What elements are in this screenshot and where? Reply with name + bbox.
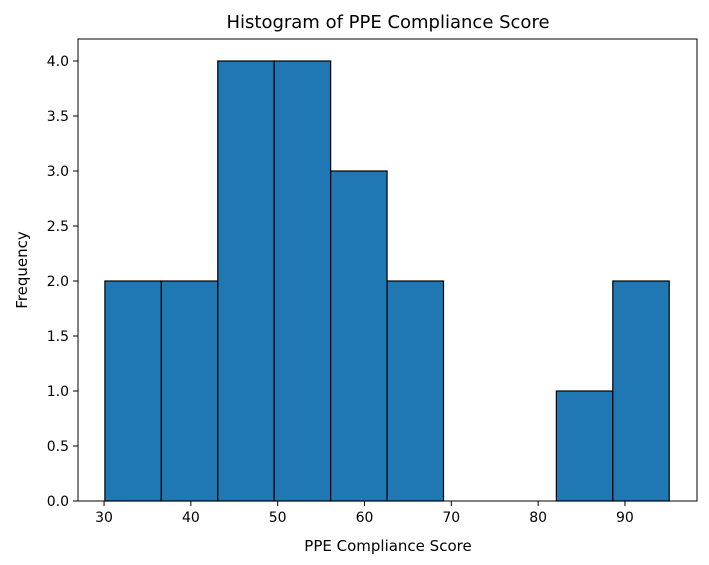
- x-tick-label: 90: [616, 510, 634, 526]
- histogram-bar: [386, 280, 445, 502]
- histogram-bar: [612, 280, 670, 502]
- histogram-bar: [555, 390, 614, 502]
- x-tick-label: 80: [529, 510, 547, 526]
- x-axis-title: PPE Compliance Score: [304, 537, 471, 555]
- x-tick-label: 70: [442, 510, 460, 526]
- y-tick-label: 1.0: [47, 384, 69, 400]
- chart-title: Histogram of PPE Compliance Score: [226, 12, 549, 33]
- histogram-bar: [104, 280, 162, 502]
- x-tick-label: 40: [182, 510, 200, 526]
- y-tick-label: 1.5: [47, 329, 69, 345]
- y-tick-label: 3.5: [47, 109, 69, 125]
- y-tick-label: 3.0: [47, 164, 69, 180]
- x-tick-label: 50: [269, 510, 287, 526]
- y-tick-label: 0.0: [47, 494, 69, 510]
- y-tick-label: 4.0: [47, 54, 69, 70]
- histogram-bar: [160, 280, 219, 502]
- histogram-bars: [104, 60, 670, 502]
- histogram-bar: [217, 60, 275, 502]
- y-axis-ticks: 0.0 0.5 1.0 1.5 2.0 2.5 3.0 3.5 4.0: [47, 54, 78, 510]
- plot-frame: [77, 38, 698, 502]
- y-tick-label: 2.5: [47, 219, 69, 235]
- x-tick-label: 30: [95, 510, 113, 526]
- y-tick-label: 2.0: [47, 274, 69, 290]
- histogram-bar: [273, 60, 332, 502]
- x-tick-label: 60: [356, 510, 374, 526]
- y-axis-title: Frequency: [13, 231, 31, 309]
- x-axis-ticks: 30 40 50 60 70 80 90: [95, 501, 634, 526]
- y-tick-label: 0.5: [47, 439, 69, 455]
- histogram-bar: [330, 170, 388, 502]
